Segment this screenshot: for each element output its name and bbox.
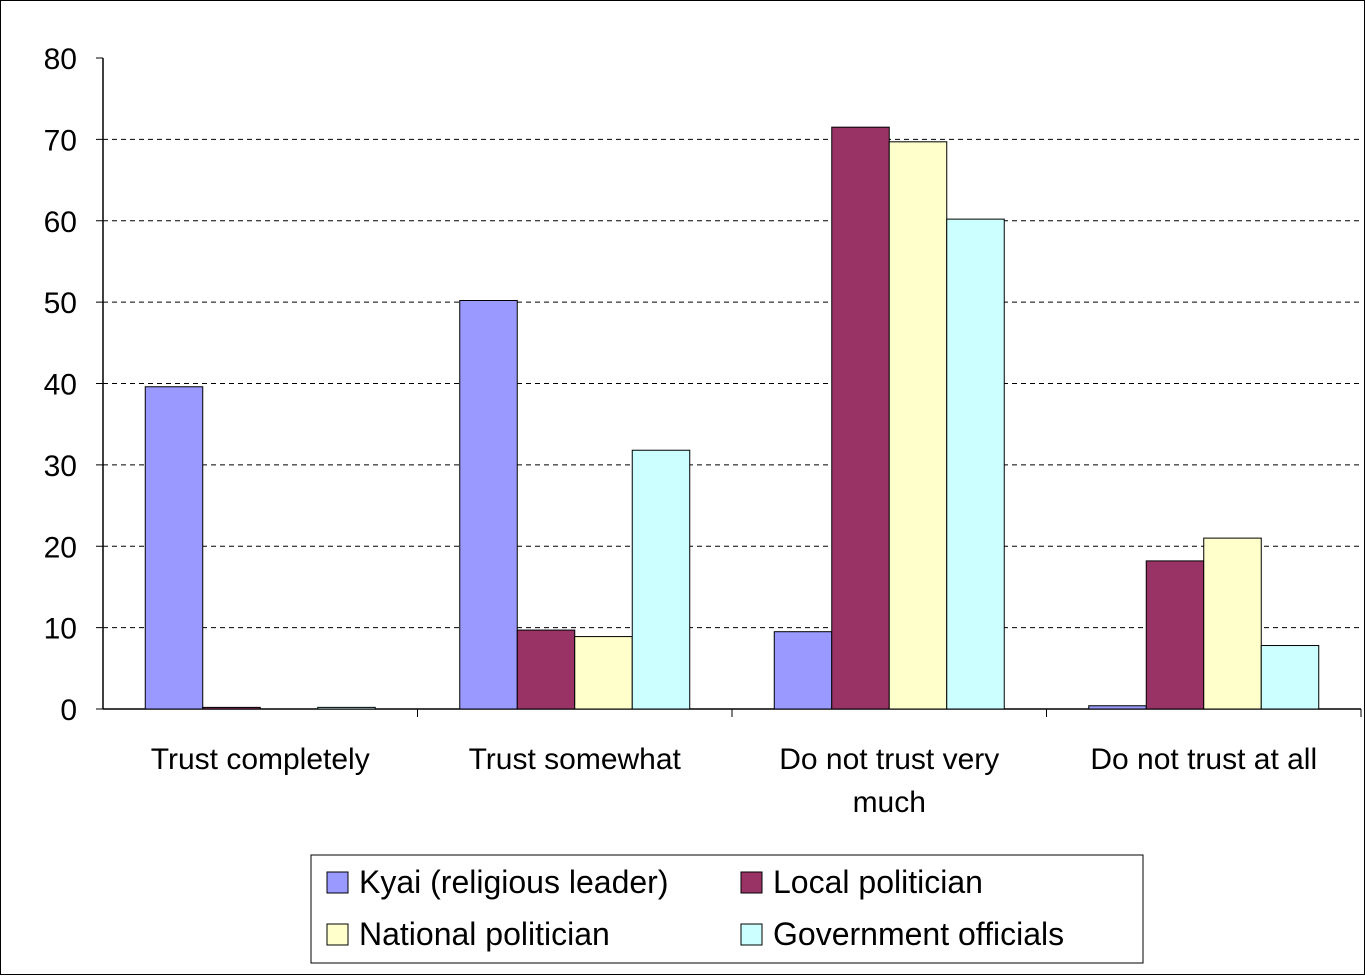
y-tick-label: 80 <box>44 43 77 76</box>
bar-1-2 <box>459 299 518 710</box>
x-category-label-line: Do not trust very <box>779 743 999 776</box>
x-category-label-line: much <box>853 786 926 819</box>
x-category-label: Do not trust at all <box>1090 743 1317 776</box>
bar-3-2 <box>574 636 633 710</box>
bar-4-3 <box>946 218 1005 710</box>
legend-swatch-4 <box>740 923 763 946</box>
bar-1-1 <box>144 386 204 710</box>
legend-label-2: Local politician <box>773 864 983 900</box>
bar-1-3 <box>773 631 833 710</box>
x-category-label-line: Do not trust at all <box>1090 743 1317 776</box>
bar-2-4 <box>1145 560 1205 710</box>
y-tick-label: 30 <box>44 450 77 483</box>
legend-swatch-2 <box>740 871 763 894</box>
bar-4-4 <box>1260 645 1320 710</box>
legend-swatch-3 <box>326 923 349 946</box>
x-category-label: Trust completely <box>151 743 370 776</box>
y-tick-label: 0 <box>60 694 77 727</box>
y-tick-label: 40 <box>44 369 77 402</box>
bar-2-1 <box>202 706 261 710</box>
x-category-label-line: Trust completely <box>151 743 370 776</box>
y-tick-label: 20 <box>44 531 77 564</box>
bar-2-3 <box>831 126 890 710</box>
legend-label-3: National politician <box>359 916 610 952</box>
bar-2-2 <box>516 629 576 710</box>
x-category-label: Trust somewhat <box>469 743 682 776</box>
legend-label-4: Government officials <box>773 916 1064 952</box>
bar-4-2 <box>631 449 691 710</box>
legend-swatch-1 <box>326 871 349 894</box>
y-tick-label: 60 <box>44 206 77 239</box>
y-tick-label: 50 <box>44 287 77 320</box>
bar-4-1 <box>317 706 376 710</box>
legend-label-1: Kyai (religious leader) <box>359 864 668 900</box>
bar-1-4 <box>1088 705 1147 710</box>
y-tick-label: 10 <box>44 613 77 646</box>
bar-3-4 <box>1203 537 1262 710</box>
bar-3-3 <box>888 141 948 710</box>
x-category-label-line: Trust somewhat <box>469 743 682 776</box>
x-category-label: Do not trust very much <box>779 743 999 819</box>
y-tick-label: 70 <box>44 124 77 157</box>
legend-box <box>310 854 1144 964</box>
